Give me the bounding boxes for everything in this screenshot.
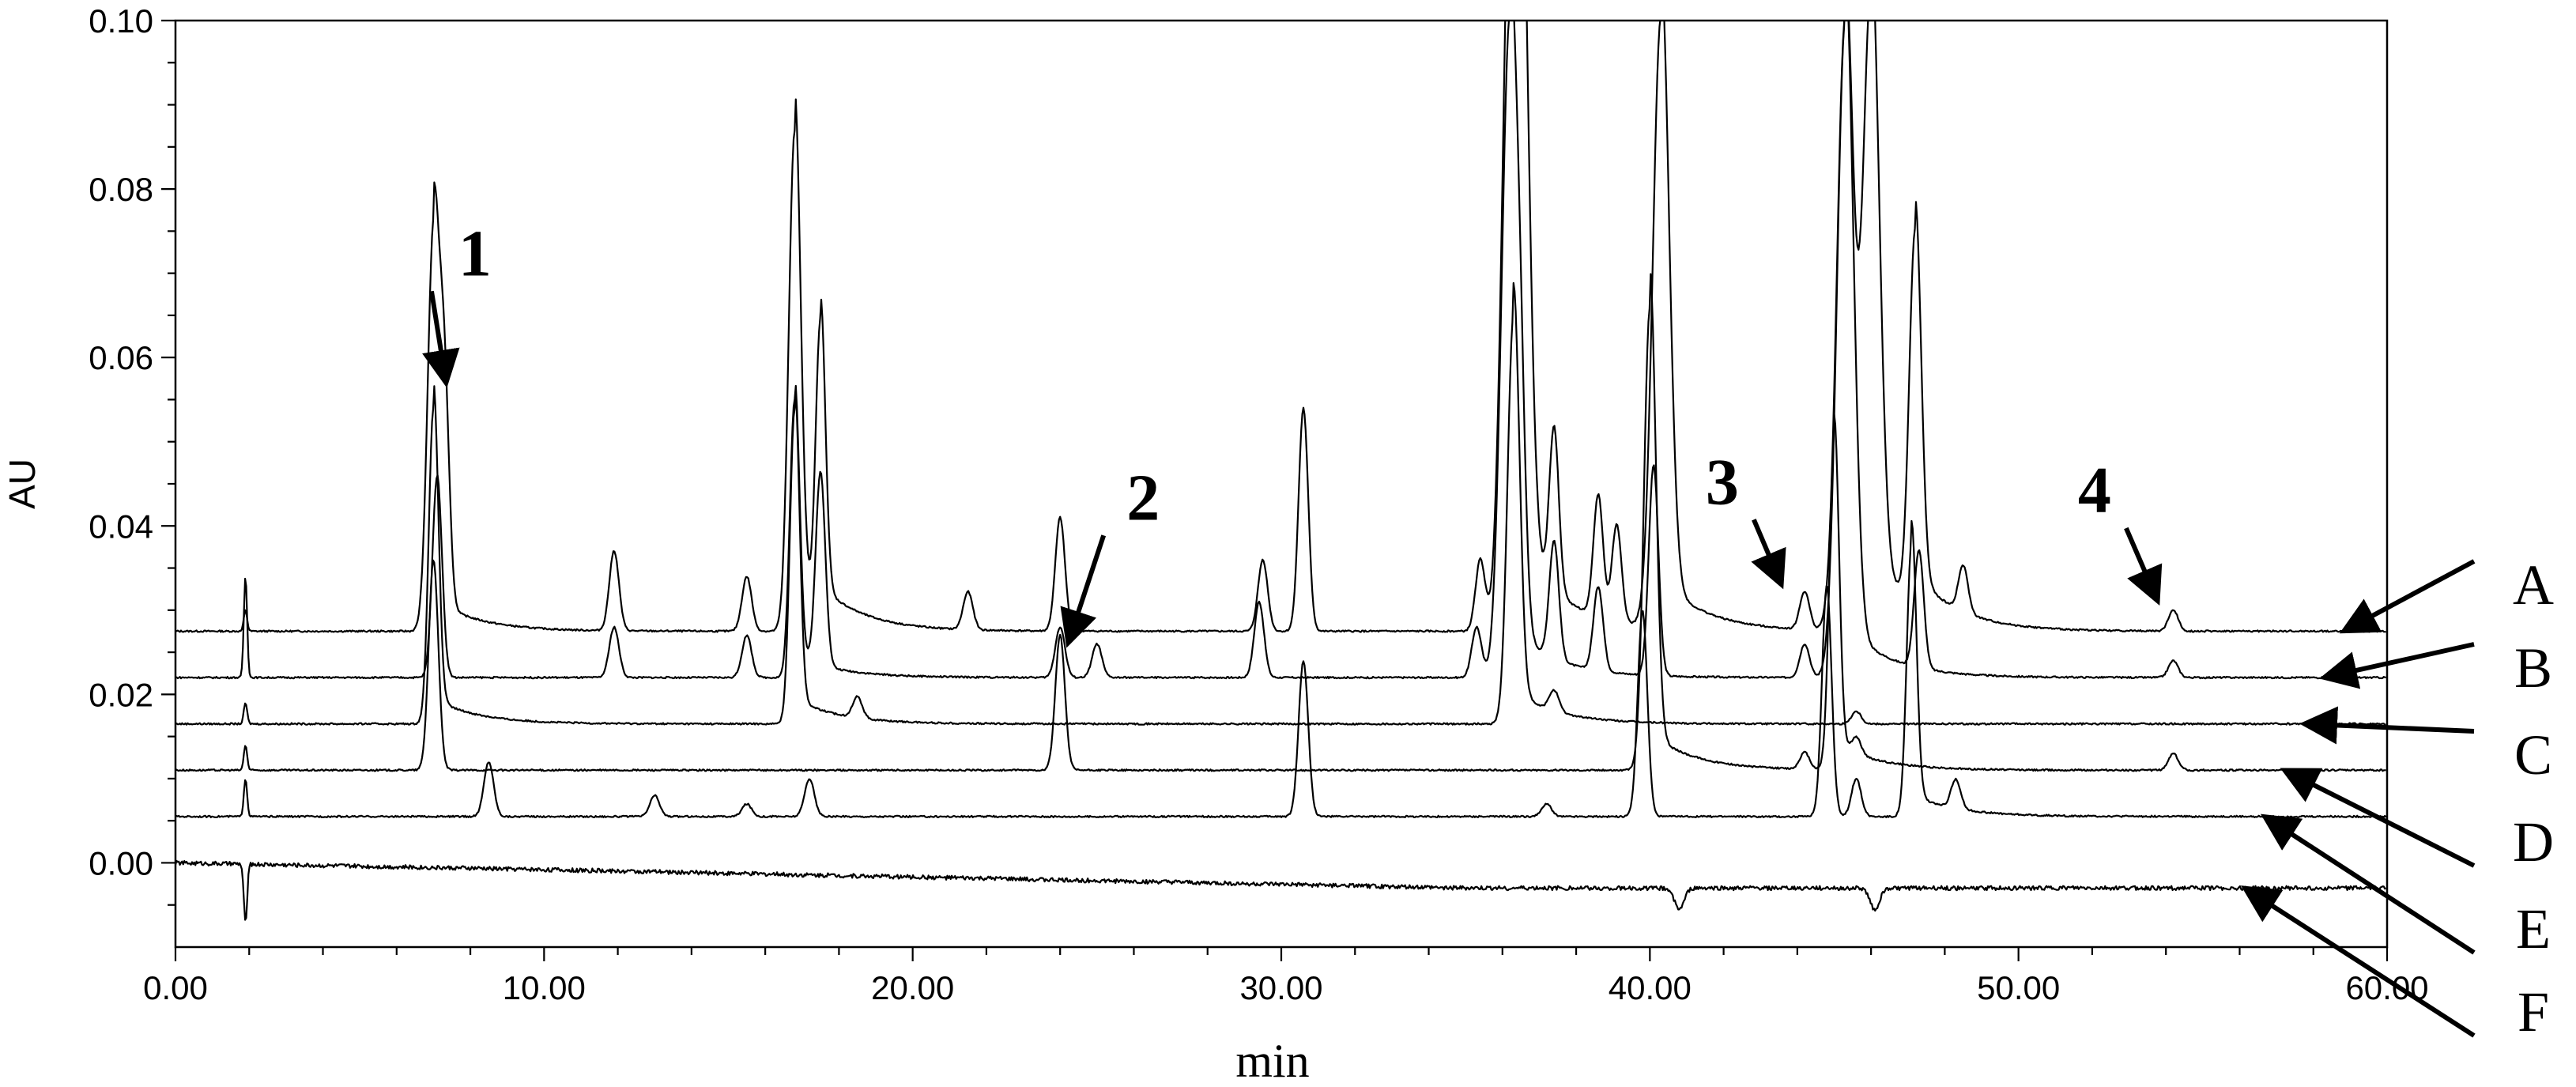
trace-arrow-b [2319,642,2475,689]
trace-arrow-d [2280,768,2476,868]
trace-arrow-c [2299,706,2475,745]
x-tick-label: 0.00 [143,969,208,1006]
peak-label-3: 3 [1706,445,1739,519]
trace-label-f: F [2518,980,2549,1044]
peak-annotations: 1 2 3 4 [422,217,2163,648]
x-axis: 0.00 10.00 20.00 30.00 40.00 50.00 60.00 [143,947,2429,1006]
trace-label-b: B [2514,636,2552,700]
trace-label-a: A [2513,553,2554,617]
x-tick-label: 50.00 [1977,969,2060,1006]
y-tick-label: 0.02 [89,676,153,713]
trace-e [175,519,2387,818]
chromatogram-traces [175,21,2387,921]
peak-label-4: 4 [2078,454,2111,527]
trace-label-e: E [2516,897,2551,961]
trace-arrow-f [2240,885,2476,1038]
y-tick-label: 0.08 [89,171,153,208]
trace-arrow-a [2339,559,2476,634]
x-tick-label: 40.00 [1609,969,1692,1006]
y-tick-label: 0.04 [89,508,153,545]
x-tick-label: 10.00 [503,969,586,1006]
peak-label-1: 1 [458,217,492,290]
x-tick-label: 30.00 [1239,969,1322,1006]
trace-label-c: C [2514,723,2552,787]
y-tick-label: 0.10 [89,2,153,40]
trace-label-d: D [2513,810,2554,874]
trace-arrow-e [2260,813,2476,955]
x-axis-title: min [1235,1035,1309,1087]
annotation-arrow [1751,519,1786,590]
y-tick-label: 0.06 [89,339,153,376]
annotation-arrow [2124,527,2163,606]
trace-d [175,273,2386,772]
annotation-arrow [1060,534,1107,648]
trace-a [175,21,2386,633]
trace-f [175,859,2387,921]
y-axis: 0.00 0.02 0.04 0.06 0.08 0.10 [89,2,175,906]
peak-label-2: 2 [1126,461,1160,534]
plot-frame [174,19,2389,949]
trace-c [175,281,2386,726]
y-tick-label: 0.00 [89,844,153,881]
x-tick-label: 20.00 [871,969,954,1006]
trace-b [175,21,2386,680]
annotation-arrow [422,290,460,388]
y-axis-title: AU [2,459,43,509]
